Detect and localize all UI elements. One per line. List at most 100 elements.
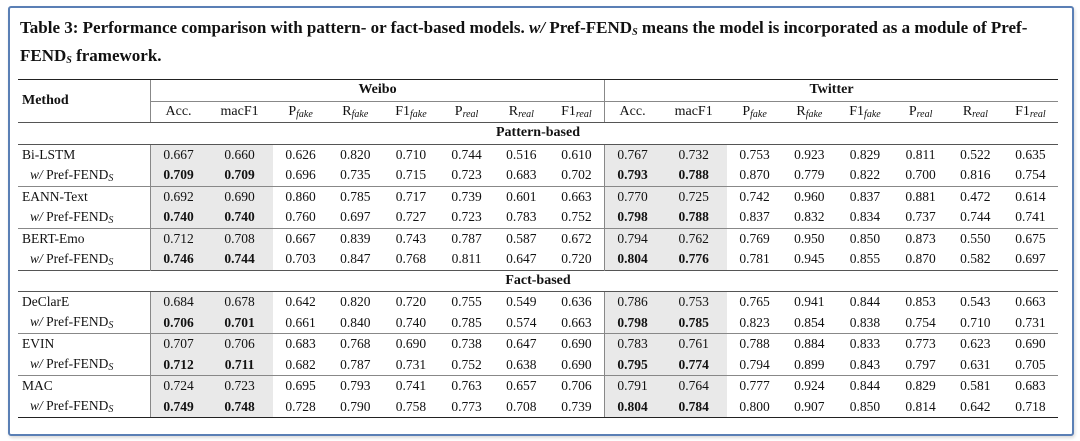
twitter-cell: 0.786 — [604, 291, 661, 313]
twitter-cell: 0.754 — [1015, 167, 1046, 183]
metric-header: F1real — [1002, 101, 1058, 123]
weibo-cell: 0.748 — [206, 396, 274, 418]
weibo-cell: 0.647 — [493, 333, 549, 355]
twitter-cell: 0.829 — [893, 375, 948, 397]
twitter-cell: 0.769 — [727, 227, 782, 249]
twitter-cell: 0.788 — [660, 165, 728, 186]
weibo-cell: 0.663 — [561, 314, 592, 330]
twitter-cell: 0.675 — [1002, 227, 1058, 249]
twitter-cell: 0.754 — [905, 314, 936, 330]
method-name-variant: w/ Pref-FENDS — [30, 314, 114, 332]
twitter-cell: 0.742 — [727, 185, 782, 207]
twitter-cell: 0.811 — [905, 146, 936, 162]
weibo-cell: 0.695 — [273, 375, 328, 397]
metric-header: Pfake — [273, 101, 328, 123]
method-name-variant: w/ Pref-FENDS — [30, 356, 114, 374]
weibo-cell: 0.740 — [206, 207, 274, 228]
metric-header: macF1 — [660, 101, 728, 123]
twitter-cell: 0.945 — [794, 251, 825, 267]
twitter-cell: 0.822 — [849, 167, 881, 183]
weibo-cell: 0.709 — [206, 165, 274, 186]
metric-header: Acc. — [604, 101, 661, 123]
weibo-cell: 0.672 — [548, 227, 605, 249]
metric-header: macF1 — [206, 101, 274, 123]
metric-header: F1fake — [382, 101, 440, 123]
weibo-cell: 0.636 — [561, 294, 592, 310]
weibo-cell: 0.758 — [382, 396, 440, 418]
weibo-cell: 0.667 — [150, 144, 207, 165]
weibo-cell: 0.793 — [327, 375, 383, 397]
twitter-cell: 0.472 — [947, 185, 1003, 207]
method-name: DeClarE — [22, 294, 70, 310]
twitter-cell: 0.798 — [604, 207, 661, 228]
method-name: BERT-Emo — [18, 227, 151, 249]
weibo-cell: 0.667 — [273, 227, 328, 249]
twitter-cell: 0.795 — [604, 354, 661, 376]
twitter-cell: 0.700 — [905, 167, 936, 183]
weibo-cell: 0.516 — [506, 146, 537, 162]
weibo-cell: 0.690 — [561, 356, 592, 372]
twitter-cell: 0.663 — [1015, 294, 1046, 310]
weibo-cell: 0.755 — [451, 294, 482, 310]
weibo-cell: 0.692 — [150, 185, 207, 207]
twitter-cell: 0.804 — [604, 249, 661, 270]
method-header: Method — [18, 79, 151, 123]
table-row: w/ Pref-FENDS 0.749 0.748 0.728 0.790 0.758 0.… — [18, 396, 1058, 418]
twitter-cell: 0.550 — [947, 227, 1003, 249]
twitter-cell: 0.783 — [604, 333, 661, 355]
twitter-cell: 0.800 — [727, 396, 782, 418]
weibo-cell: 0.701 — [206, 312, 274, 334]
twitter-cell: 0.779 — [794, 167, 825, 183]
method-name-variant: w/ Pref-FENDS — [30, 208, 114, 226]
weibo-cell: 0.811 — [451, 251, 482, 267]
twitter-cell: 0.794 — [739, 356, 770, 372]
weibo-cell: 0.711 — [206, 354, 274, 376]
weibo-cell: 0.706 — [206, 333, 274, 355]
twitter-cell: 0.941 — [794, 294, 825, 310]
twitter-cell: 0.823 — [739, 314, 770, 330]
weibo-header: Weibo — [149, 79, 605, 102]
weibo-cell: 0.610 — [561, 146, 592, 162]
weibo-cell: 0.728 — [273, 396, 328, 418]
weibo-cell: 0.638 — [506, 356, 537, 372]
twitter-cell: 0.770 — [604, 185, 661, 207]
twitter-cell: 0.833 — [836, 333, 894, 355]
twitter-cell: 0.838 — [849, 314, 881, 330]
twitter-cell: 0.853 — [905, 294, 936, 310]
metric-header: Preal — [893, 101, 948, 123]
twitter-cell: 0.697 — [1015, 251, 1046, 267]
weibo-cell: 0.723 — [451, 167, 482, 183]
weibo-cell: 0.712 — [150, 227, 207, 249]
table-row: w/ Pref-FENDS 0.706 0.701 0.661 0.840 0.740 0.… — [18, 312, 1058, 334]
weibo-cell: 0.702 — [561, 167, 592, 183]
twitter-cell: 0.718 — [1002, 396, 1058, 418]
weibo-cell: 0.696 — [285, 167, 316, 183]
twitter-cell: 0.732 — [660, 144, 728, 165]
weibo-cell: 0.683 — [506, 167, 537, 183]
table-row: w/ Pref-FENDS 0.712 0.711 0.682 0.787 0.731 0.… — [18, 354, 1058, 376]
weibo-cell: 0.657 — [493, 375, 549, 397]
weibo-cell: 0.709 — [150, 165, 207, 186]
twitter-cell: 0.762 — [660, 227, 728, 249]
twitter-cell: 0.881 — [893, 185, 948, 207]
method-name-variant: w/ Pref-FENDS — [30, 166, 114, 184]
twitter-cell: 0.850 — [836, 396, 894, 418]
weibo-cell: 0.587 — [493, 227, 549, 249]
twitter-cell: 0.834 — [849, 209, 881, 225]
twitter-cell: 0.960 — [781, 185, 837, 207]
weibo-cell: 0.763 — [439, 375, 494, 397]
twitter-cell: 0.950 — [781, 227, 837, 249]
twitter-cell: 0.614 — [1002, 185, 1058, 207]
performance-table: Method Weibo Twitter Acc. macF1 Pfake Rfake… — [18, 79, 1058, 418]
weibo-cell: 0.601 — [493, 185, 549, 207]
weibo-cell: 0.735 — [340, 167, 371, 183]
metric-header: Rfake — [327, 101, 383, 123]
twitter-cell: 0.832 — [794, 209, 825, 225]
twitter-cell: 0.798 — [604, 312, 661, 334]
twitter-cell: 0.705 — [1015, 356, 1046, 372]
method-name: EVIN — [18, 333, 151, 355]
weibo-cell: 0.715 — [395, 167, 427, 183]
twitter-cell: 0.797 — [905, 356, 936, 372]
twitter-cell: 0.850 — [836, 227, 894, 249]
weibo-cell: 0.712 — [150, 354, 207, 376]
